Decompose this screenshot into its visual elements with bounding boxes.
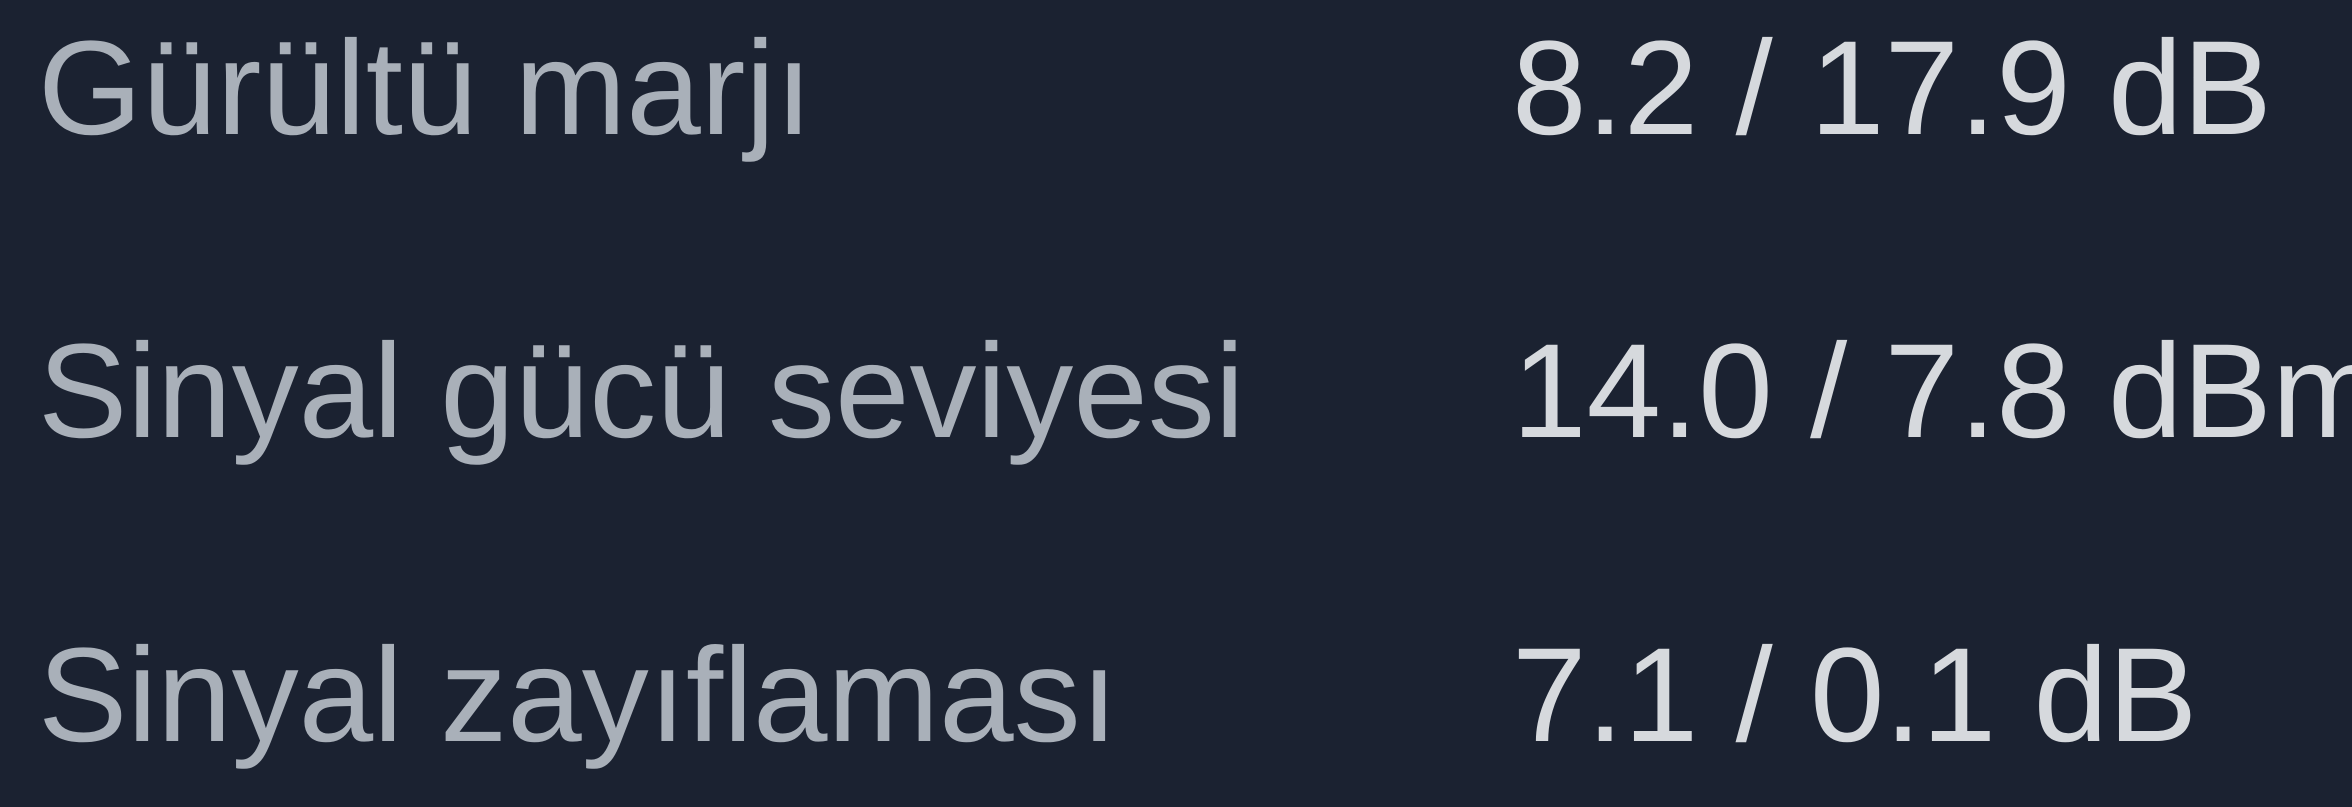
stat-value: 8.2 / 17.9 dB <box>1512 14 2272 163</box>
stat-label: Sinyal zayıflaması <box>38 621 1118 770</box>
stat-value: 14.0 / 7.8 dBm <box>1512 317 2352 466</box>
stat-row-noise-margin: Gürültü marjı 8.2 / 17.9 dB <box>0 20 2352 156</box>
stat-row-signal-power: Sinyal gücü seviyesi 14.0 / 7.8 dBm <box>0 323 2352 459</box>
stat-row-attenuation: Sinyal zayıflaması 7.1 / 0.1 dB <box>0 627 2352 763</box>
stat-label: Sinyal gücü seviyesi <box>38 317 1245 466</box>
stat-value: 7.1 / 0.1 dB <box>1512 621 2198 770</box>
stat-label: Gürültü marjı <box>38 14 813 163</box>
